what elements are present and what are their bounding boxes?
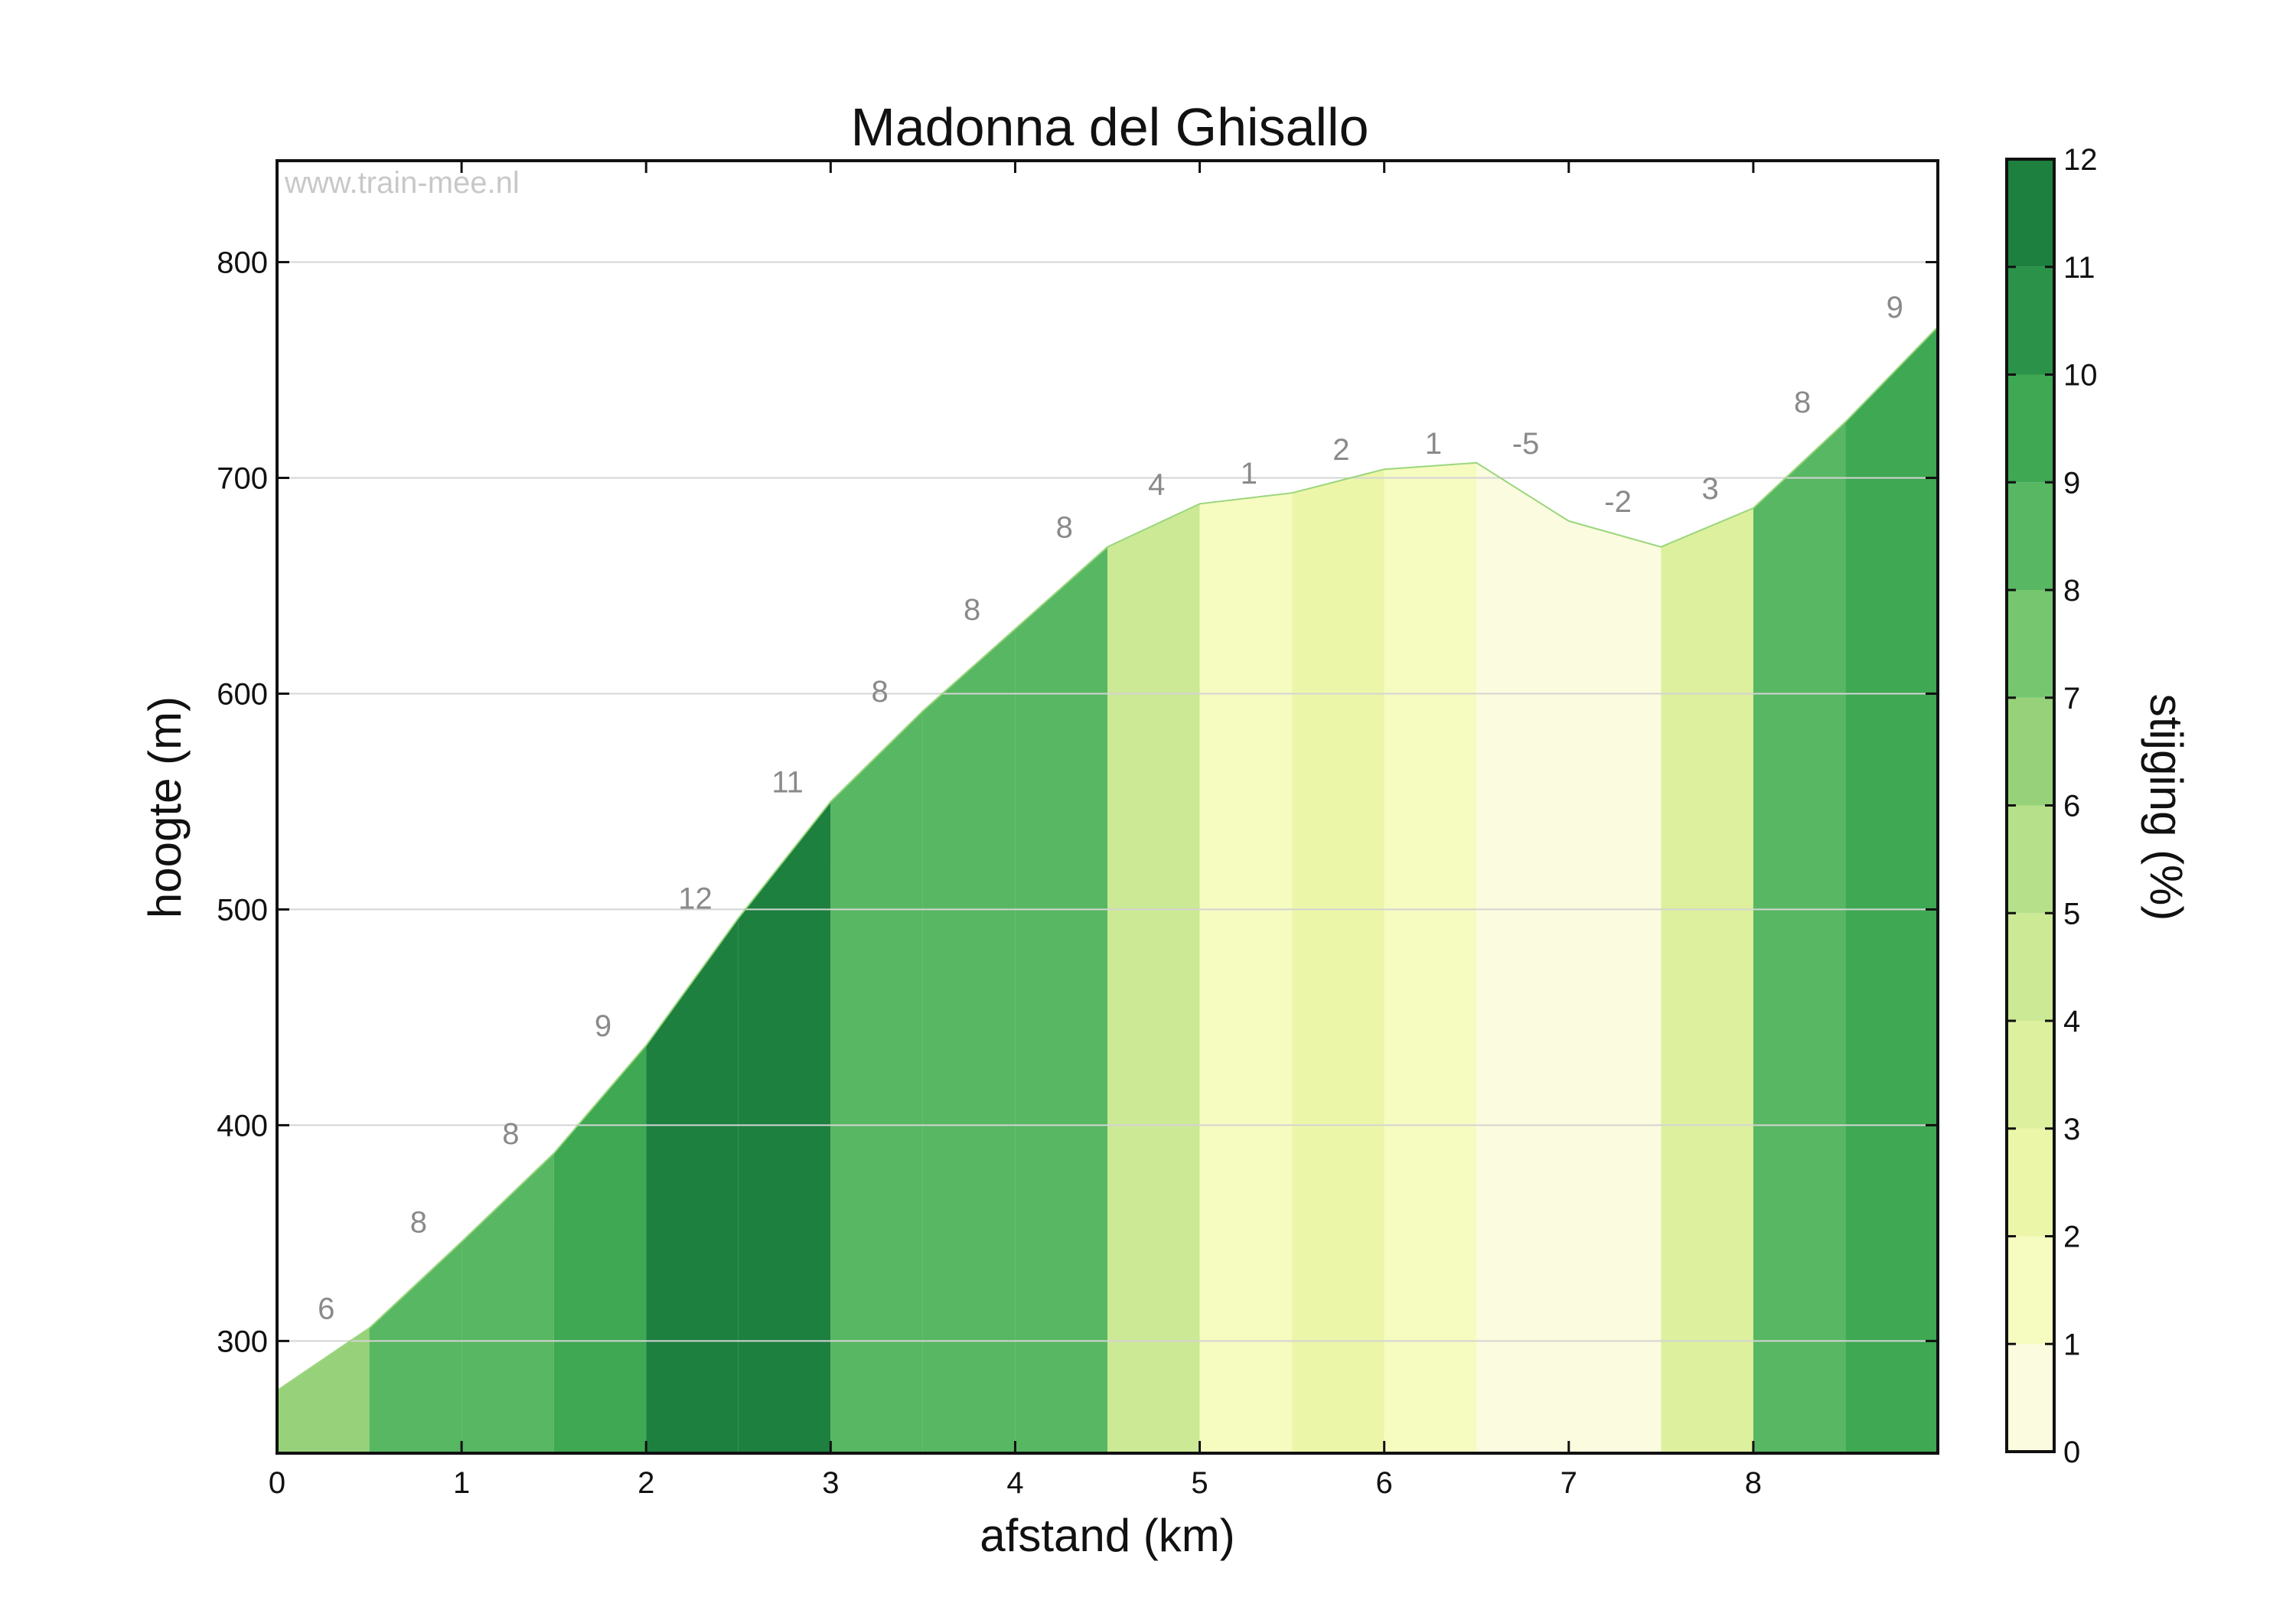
colorbar-tick-label-9: 9 xyxy=(2063,466,2080,500)
colorbar-tick-label-8: 8 xyxy=(2063,574,2080,608)
plot-frame xyxy=(276,159,1939,1455)
x-tick-label-6: 6 xyxy=(1376,1466,1393,1500)
grade-segment-4 xyxy=(553,1045,647,1453)
chart-title: Madonna del Ghisallo xyxy=(850,97,1368,157)
grade-segment-5 xyxy=(646,918,739,1453)
colorbar-swatch-4 xyxy=(2007,913,2054,1021)
colorbar-swatch-7 xyxy=(2007,590,2054,698)
y-axis: 300 400 500 600 700 800 xyxy=(217,246,1938,1358)
grade-label-14: -5 xyxy=(1512,427,1540,461)
grade-segment-9 xyxy=(1015,546,1107,1454)
grade-label-13: 1 xyxy=(1425,427,1442,461)
grade-label-17: 8 xyxy=(1794,386,1811,419)
colorbar-swatch-0 xyxy=(2007,1344,2054,1452)
colorbar-swatch-10 xyxy=(2007,266,2054,375)
grade-segment-11 xyxy=(1199,493,1293,1454)
elevation-profile-line xyxy=(276,326,1939,1392)
grade-label-4: 9 xyxy=(595,1009,612,1043)
grade-label-6: 11 xyxy=(771,765,804,799)
grade-segment-1 xyxy=(277,1328,370,1453)
colorbar-swatch-9 xyxy=(2007,374,2054,483)
colorbar-tick-label-6: 6 xyxy=(2063,790,2080,823)
colorbar-tick-label-12: 12 xyxy=(2063,143,2098,177)
colorbar-tick-label-0: 0 xyxy=(2063,1436,2080,1469)
grade-label-3: 8 xyxy=(502,1117,519,1151)
grade-segment-15 xyxy=(1568,520,1662,1453)
grade-segment-10 xyxy=(1107,504,1200,1453)
x-tick-label-0: 0 xyxy=(269,1466,285,1500)
x-axis-label: afstand (km) xyxy=(980,1510,1234,1561)
y-tick-label-800: 800 xyxy=(217,246,268,280)
colorbar-tick-label-1: 1 xyxy=(2063,1328,2080,1361)
colorbar-swatch-8 xyxy=(2007,482,2054,590)
grade-label-2: 8 xyxy=(410,1206,427,1240)
grade-segment-17 xyxy=(1753,422,1846,1454)
watermark: www.train-mee.nl xyxy=(284,166,520,200)
grade-segment-16 xyxy=(1661,508,1753,1453)
colorbar-tick-label-11: 11 xyxy=(2063,251,2095,285)
colorbar-swatch-11 xyxy=(2007,159,2054,267)
grade-segment-13 xyxy=(1384,462,1477,1453)
grade-segment-2 xyxy=(369,1241,462,1453)
y-tick-label-700: 700 xyxy=(217,461,268,495)
colorbar-swatch-6 xyxy=(2007,697,2054,806)
grade-label-5: 12 xyxy=(678,882,713,916)
y-tick-label-600: 600 xyxy=(217,677,268,711)
grade-label-12: 2 xyxy=(1332,433,1349,467)
grade-segment-6 xyxy=(738,801,831,1453)
x-tick-label-7: 7 xyxy=(1561,1466,1577,1500)
x-tick-label-3: 3 xyxy=(822,1466,839,1500)
colorbar-tick-label-2: 2 xyxy=(2063,1221,2080,1254)
grade-segment-12 xyxy=(1292,469,1384,1454)
grade-label-9: 8 xyxy=(1056,511,1073,545)
grade-label-16: 3 xyxy=(1701,472,1718,506)
grade-segment-7 xyxy=(830,711,923,1453)
colorbar-swatch-5 xyxy=(2007,805,2054,914)
y-axis-label: hoogte (m) xyxy=(139,696,191,918)
grade-label-7: 8 xyxy=(871,675,888,709)
grade-label-15: -2 xyxy=(1604,485,1632,519)
grade-label-8: 8 xyxy=(964,593,980,627)
grade-segment-18 xyxy=(1845,327,1938,1454)
grade-segment-8 xyxy=(922,628,1016,1453)
grade-label-11: 1 xyxy=(1241,457,1257,491)
grade-segment-3 xyxy=(461,1153,554,1453)
colorbar-label: stijging (%) xyxy=(2141,694,2192,921)
grade-segment-14 xyxy=(1476,462,1569,1453)
x-tick-label-1: 1 xyxy=(453,1466,470,1500)
colorbar-tick-label-5: 5 xyxy=(2063,897,2080,931)
x-tick-label-5: 5 xyxy=(1191,1466,1208,1500)
grid-lines xyxy=(277,261,1938,1342)
colorbar-tick-label-4: 4 xyxy=(2063,1005,2080,1038)
colorbar-swatch-3 xyxy=(2007,1021,2054,1129)
colorbar-tick-label-3: 3 xyxy=(2063,1113,2080,1146)
y-tick-label-500: 500 xyxy=(217,893,268,927)
grade-label-10: 4 xyxy=(1148,468,1165,501)
y-tick-label-300: 300 xyxy=(217,1325,268,1358)
grade-label-18: 9 xyxy=(1887,291,1903,324)
colorbar-swatch-2 xyxy=(2007,1128,2054,1237)
colorbar-swatch-1 xyxy=(2007,1236,2054,1345)
x-tick-label-4: 4 xyxy=(1006,1466,1023,1500)
y-tick-label-400: 400 xyxy=(217,1109,268,1143)
grade-segments xyxy=(277,327,1938,1454)
x-tick-label-8: 8 xyxy=(1745,1466,1762,1500)
x-tick-label-2: 2 xyxy=(638,1466,654,1500)
colorbar-tick-label-7: 7 xyxy=(2063,682,2080,715)
colorbar-tick-label-10: 10 xyxy=(2063,359,2098,393)
grade-label-1: 6 xyxy=(318,1292,334,1325)
